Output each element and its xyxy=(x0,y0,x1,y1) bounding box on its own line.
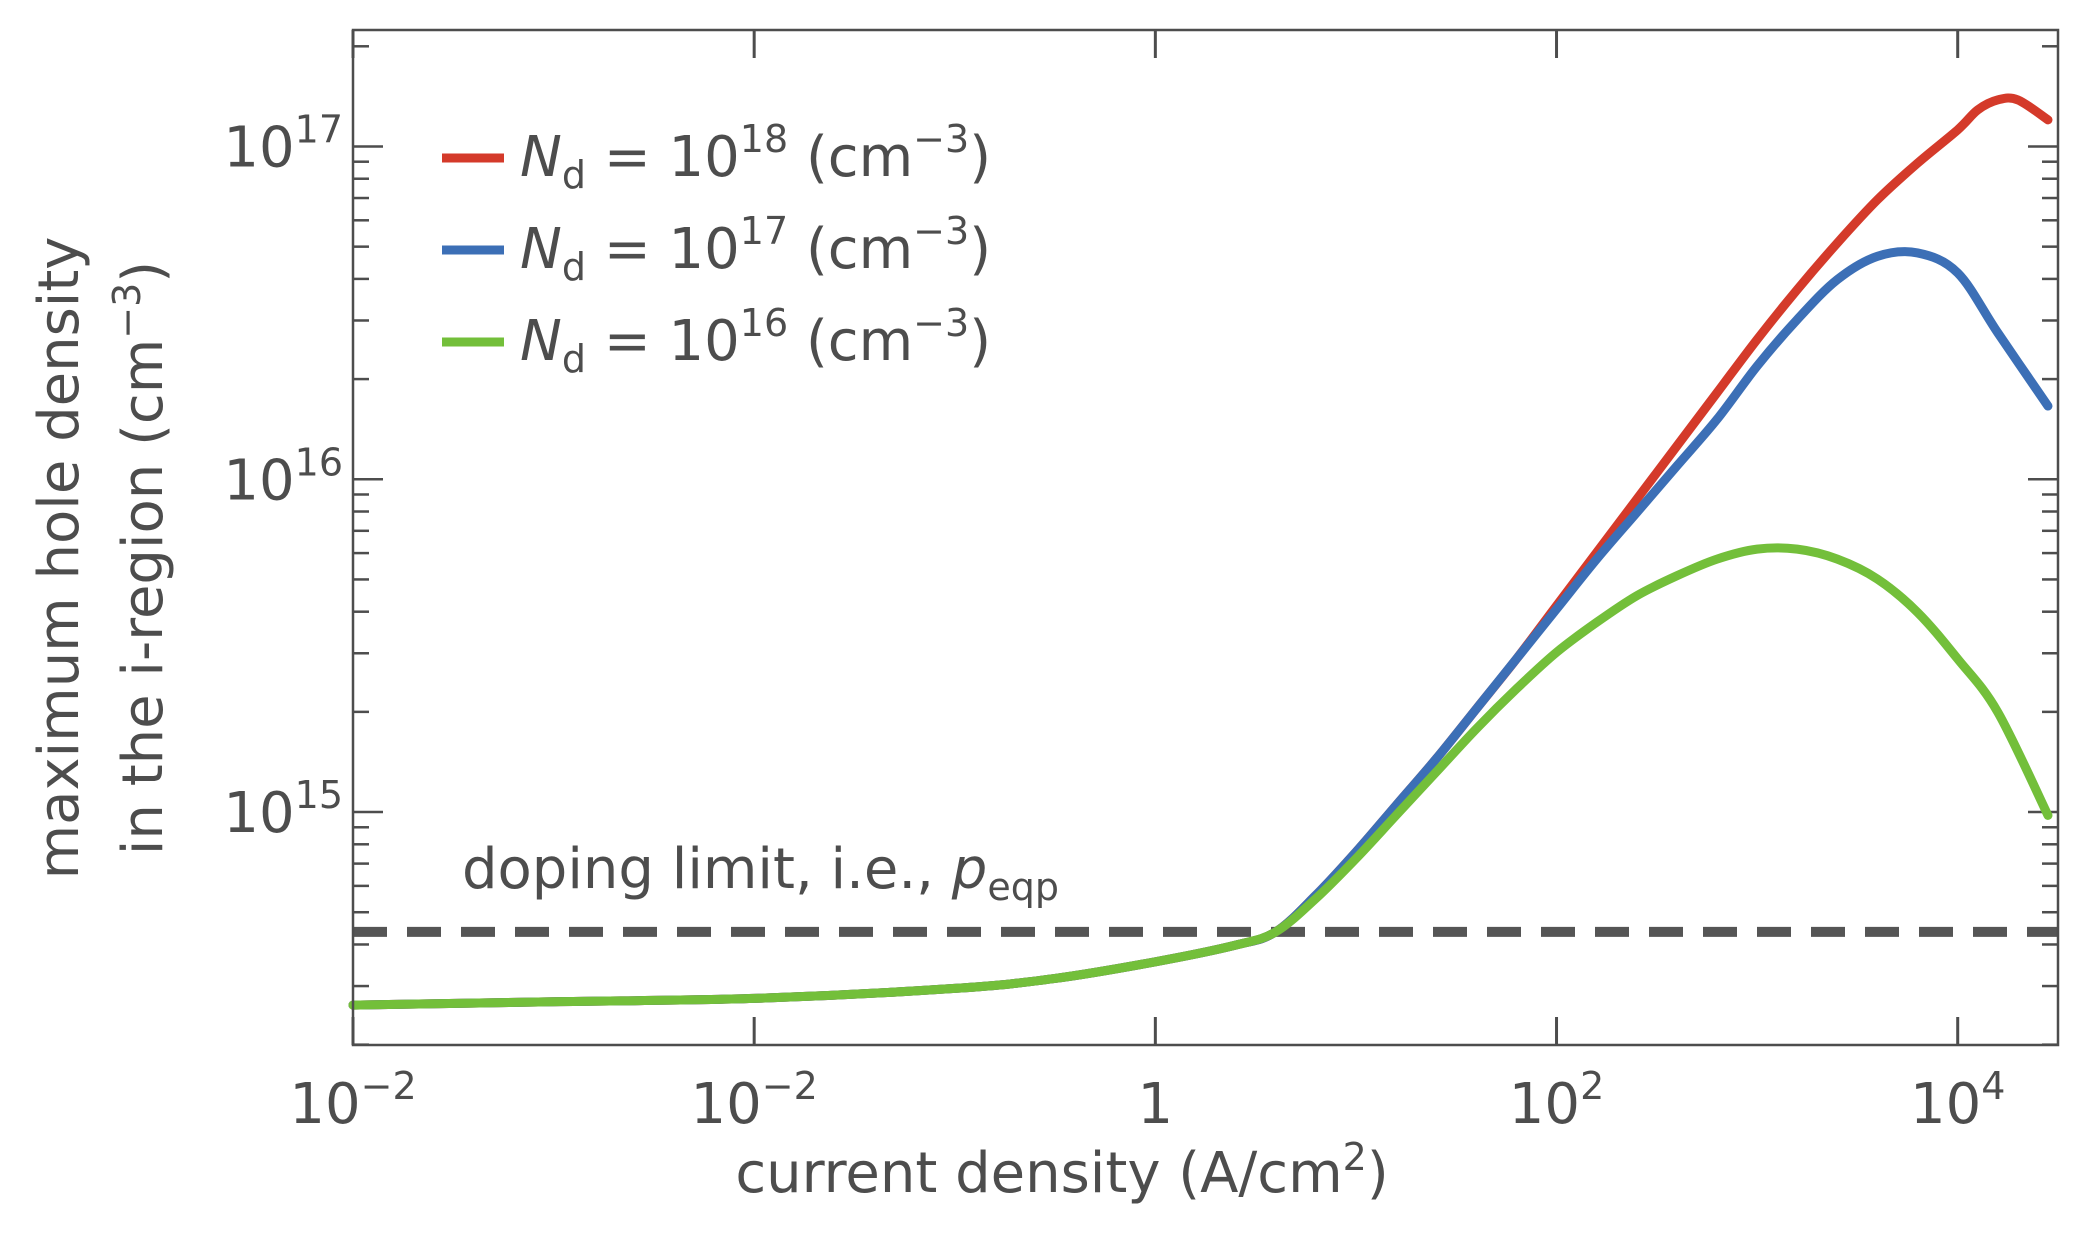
plot-frame xyxy=(351,28,2060,1047)
y-tick-label: 1016 xyxy=(223,440,343,513)
legend: Nd = 1018 (cm−3) Nd = 1017 (cm−3) Nd = 1… xyxy=(442,117,991,381)
reference-label: doping limit, i.e., peqp xyxy=(462,837,1059,909)
x-tick-label: 104 xyxy=(1910,1064,2005,1137)
x-tick-label: 102 xyxy=(1509,1064,1604,1137)
y-axis-title-line1: maximum hole density xyxy=(27,237,92,880)
y-tick-label: 1017 xyxy=(223,107,343,180)
legend-item-nd-1e17: Nd = 1017 (cm−3) xyxy=(442,209,991,289)
series-line-nd-1e16 xyxy=(348,543,2053,1010)
legend-label-nd-1e16: Nd = 1016 (cm−3) xyxy=(520,301,991,381)
legend-label-nd-1e18: Nd = 1018 (cm−3) xyxy=(520,117,991,197)
x-tick-label: 1 xyxy=(1138,1072,1174,1137)
tick-labels: 10−2 10−2 1 102 104 1015 1016 1017 xyxy=(223,107,2005,1137)
x-tick-label: 10−2 xyxy=(289,1064,416,1137)
x-axis-title: current density (A/cm2) xyxy=(735,1135,1388,1206)
y-tick-label: 1015 xyxy=(223,773,343,846)
legend-label-nd-1e17: Nd = 1017 (cm−3) xyxy=(520,209,991,289)
y-axis-title-line2: in the i-region (cm−3) xyxy=(105,261,176,855)
x-tick-label: 10−2 xyxy=(691,1064,818,1137)
legend-item-nd-1e18: Nd = 1018 (cm−3) xyxy=(442,117,991,197)
series-layer xyxy=(348,93,2053,1010)
legend-item-nd-1e16: Nd = 1016 (cm−3) xyxy=(442,301,991,381)
